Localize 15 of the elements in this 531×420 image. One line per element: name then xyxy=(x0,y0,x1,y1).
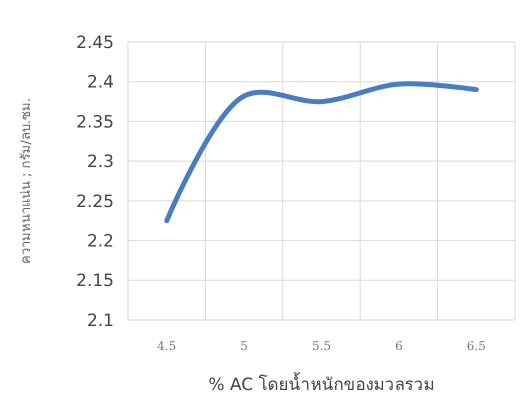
y-tick-label: 2.1 xyxy=(86,310,114,331)
x-axis-title: % AC โดยน้ำหนักของมวลรวม xyxy=(208,372,435,395)
y-tick-label: 2.15 xyxy=(76,271,114,292)
y-tick-label: 2.2 xyxy=(86,232,114,252)
y-tick-label: 2.25 xyxy=(76,192,114,212)
x-tick-label: 6.5 xyxy=(466,339,486,353)
y-tick-label: 2.3 xyxy=(86,152,114,172)
y-axis-title: ความหนาแน่น ; กรัม/ลบ.ซม. xyxy=(19,98,34,264)
y-tick-label: 2.35 xyxy=(76,112,114,132)
x-tick-label: 5.5 xyxy=(312,339,332,353)
y-tick-label: 2.4 xyxy=(86,72,114,93)
x-tick-label: 5 xyxy=(240,339,248,353)
y-tick-label: 2.45 xyxy=(76,32,114,53)
x-tick-label: 6 xyxy=(395,339,403,353)
x-tick-label: 4.5 xyxy=(157,339,176,353)
